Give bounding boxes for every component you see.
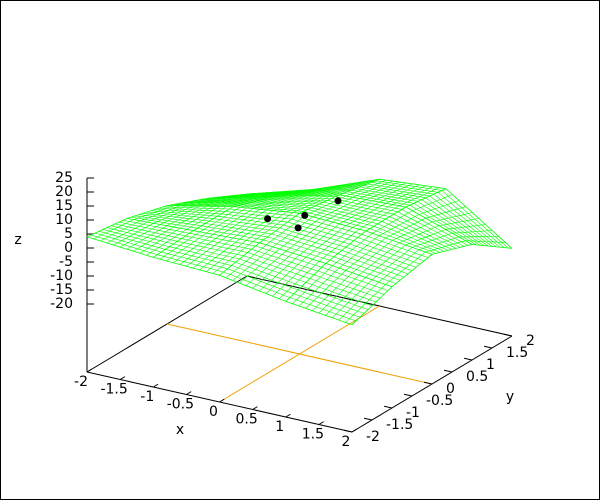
z-tick-label: -20 bbox=[50, 296, 73, 312]
x-tick-label: 2 bbox=[342, 434, 351, 450]
x-tick bbox=[86, 368, 93, 373]
z-tick-label: 20 bbox=[55, 184, 73, 200]
y-tick bbox=[423, 381, 433, 385]
x-tick-label: -0.5 bbox=[167, 397, 194, 413]
y-tick-label: -0.5 bbox=[426, 393, 453, 409]
x-tick bbox=[351, 428, 358, 433]
y-tick-label: -2 bbox=[366, 429, 380, 445]
x-tick-label: -1 bbox=[140, 389, 154, 405]
y-tick-label: -1.5 bbox=[386, 417, 413, 433]
y-tick bbox=[503, 333, 513, 337]
z-tick-label: -5 bbox=[59, 254, 73, 270]
y-tick-label: 1.5 bbox=[506, 345, 528, 361]
x-tick bbox=[285, 413, 291, 418]
y-tick-label: 1 bbox=[486, 357, 495, 373]
surface-column bbox=[219, 178, 380, 276]
y-tick-label: 2 bbox=[526, 333, 535, 349]
y-tick bbox=[403, 393, 413, 397]
x-axis-label: x bbox=[176, 422, 184, 438]
data-point bbox=[264, 215, 272, 223]
y-tick bbox=[363, 417, 373, 421]
y-tick-label: 0 bbox=[446, 381, 455, 397]
y-tick-label: -1 bbox=[406, 405, 420, 421]
y-tick bbox=[383, 405, 393, 409]
surface-column bbox=[285, 188, 446, 302]
y-tick bbox=[443, 369, 453, 373]
data-point bbox=[301, 211, 309, 219]
surface-column bbox=[153, 189, 314, 258]
x-tick bbox=[186, 391, 192, 395]
y-tick bbox=[343, 429, 353, 433]
z-tick-label: 10 bbox=[55, 212, 73, 228]
surface-column bbox=[351, 243, 513, 326]
y-tick bbox=[483, 345, 493, 349]
y-tick bbox=[463, 357, 473, 361]
y-axis-label: y bbox=[506, 389, 514, 405]
z-tick-label: 0 bbox=[64, 240, 73, 256]
z-tick-label: 25 bbox=[55, 170, 73, 186]
x-tick-label: 1.5 bbox=[302, 427, 324, 443]
surface-column bbox=[86, 193, 248, 238]
x-tick-label: 0.5 bbox=[235, 412, 257, 428]
data-point bbox=[334, 197, 342, 205]
zero-axis bbox=[166, 323, 433, 385]
data-point bbox=[294, 224, 302, 232]
z-axis-label: z bbox=[14, 232, 21, 248]
x-tick bbox=[152, 383, 159, 388]
z-tick-label: 15 bbox=[55, 198, 73, 214]
x-tick-label: -2 bbox=[74, 374, 88, 390]
x-tick bbox=[119, 376, 126, 380]
x-tick bbox=[252, 406, 258, 410]
z-tick-label: 5 bbox=[64, 226, 73, 242]
x-tick bbox=[219, 398, 225, 403]
z-tick-label: -10 bbox=[50, 268, 73, 284]
x-tick-label: -1.5 bbox=[100, 382, 127, 398]
y-tick-label: 0.5 bbox=[466, 369, 488, 385]
x-tick-label: 1 bbox=[275, 419, 284, 435]
x-tick bbox=[318, 421, 324, 425]
z-tick-label: -15 bbox=[50, 282, 73, 298]
x-tick-label: 0 bbox=[209, 404, 218, 420]
